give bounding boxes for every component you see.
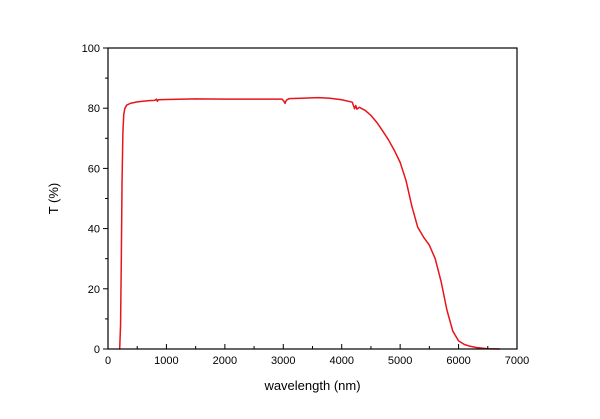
y-tick-label: 60 (88, 163, 100, 175)
series-line (118, 96, 501, 350)
ticks-layer: 0 1000 2000 3000 4000 5000 6000 7000 0 20 40 60 80 10… (82, 43, 530, 367)
data-layer (118, 96, 501, 350)
x-tick-label: 6000 (446, 355, 470, 367)
x-tick-label: 1000 (154, 355, 178, 367)
x-tick-label: 2000 (213, 355, 237, 367)
y-tick-label: 80 (88, 103, 100, 115)
y-tick-label: 0 (94, 344, 100, 356)
y-tick-label: 20 (88, 284, 100, 296)
y-axis-label: T (%) (46, 183, 61, 215)
x-tick-label: 0 (105, 355, 111, 367)
x-axis-label: wavelength (nm) (263, 378, 360, 393)
x-tick-label: 7000 (505, 355, 529, 367)
y-tick-label: 40 (88, 224, 100, 236)
x-tick-label: 5000 (388, 355, 412, 367)
y-tick-label: 100 (82, 43, 100, 55)
x-tick-label: 3000 (271, 355, 295, 367)
x-tick-label: 4000 (329, 355, 353, 367)
